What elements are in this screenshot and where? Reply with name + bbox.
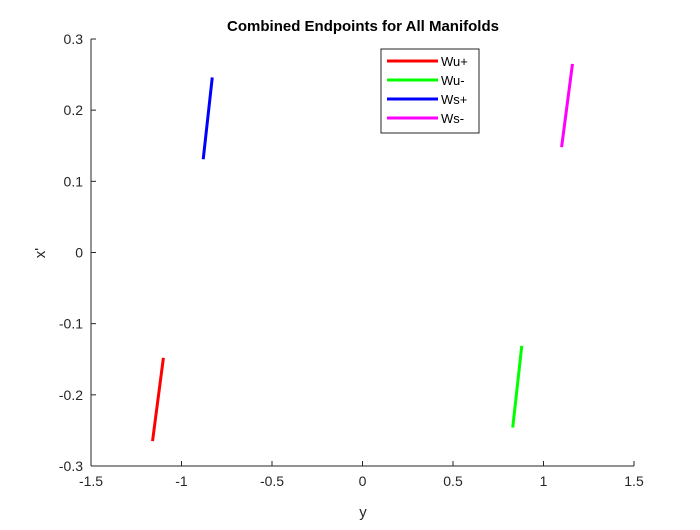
y-tick-label: 0 (75, 245, 83, 261)
legend: Wu+ Wu- Ws+ Ws- (380, 48, 480, 134)
series-line-Ws+ (201, 77, 214, 160)
x-tick-label: -0.5 (260, 473, 284, 489)
legend-label: Ws+ (441, 92, 467, 107)
x-tick-label: 0 (359, 473, 367, 489)
x-tick-label: 1 (540, 473, 548, 489)
y-tick-label: 0.3 (64, 31, 84, 47)
y-tick-label: 0.2 (64, 102, 84, 118)
plot-series (151, 63, 574, 442)
y-axis-label: x' (32, 248, 49, 259)
x-tick-label: 0.5 (443, 473, 463, 489)
x-tick-label: -1 (175, 473, 188, 489)
y-tick-label: -0.2 (59, 387, 83, 403)
y-tick-label: -0.3 (59, 458, 83, 474)
legend-label: Wu+ (441, 54, 468, 69)
x-tick-label: 1.5 (624, 473, 644, 489)
chart-title: Combined Endpoints for All Manifolds (227, 18, 499, 35)
y-tick-label: 0.1 (64, 173, 84, 189)
y-tick-label: -0.1 (59, 316, 83, 332)
legend-label: Wu- (441, 73, 465, 88)
series-line-Ws- (560, 63, 574, 148)
series-line-Wu- (511, 345, 524, 428)
x-axis-label: y (359, 504, 367, 521)
series-line-Wu+ (151, 357, 165, 442)
legend-label: Ws- (441, 111, 464, 126)
x-tick-label: -1.5 (79, 473, 103, 489)
plot-axes: -1.5 -1 -0.5 0 0.5 1 1.5 -0.3 -0.2 -0.1 0 0.1 0.2 0.3 (59, 31, 644, 489)
